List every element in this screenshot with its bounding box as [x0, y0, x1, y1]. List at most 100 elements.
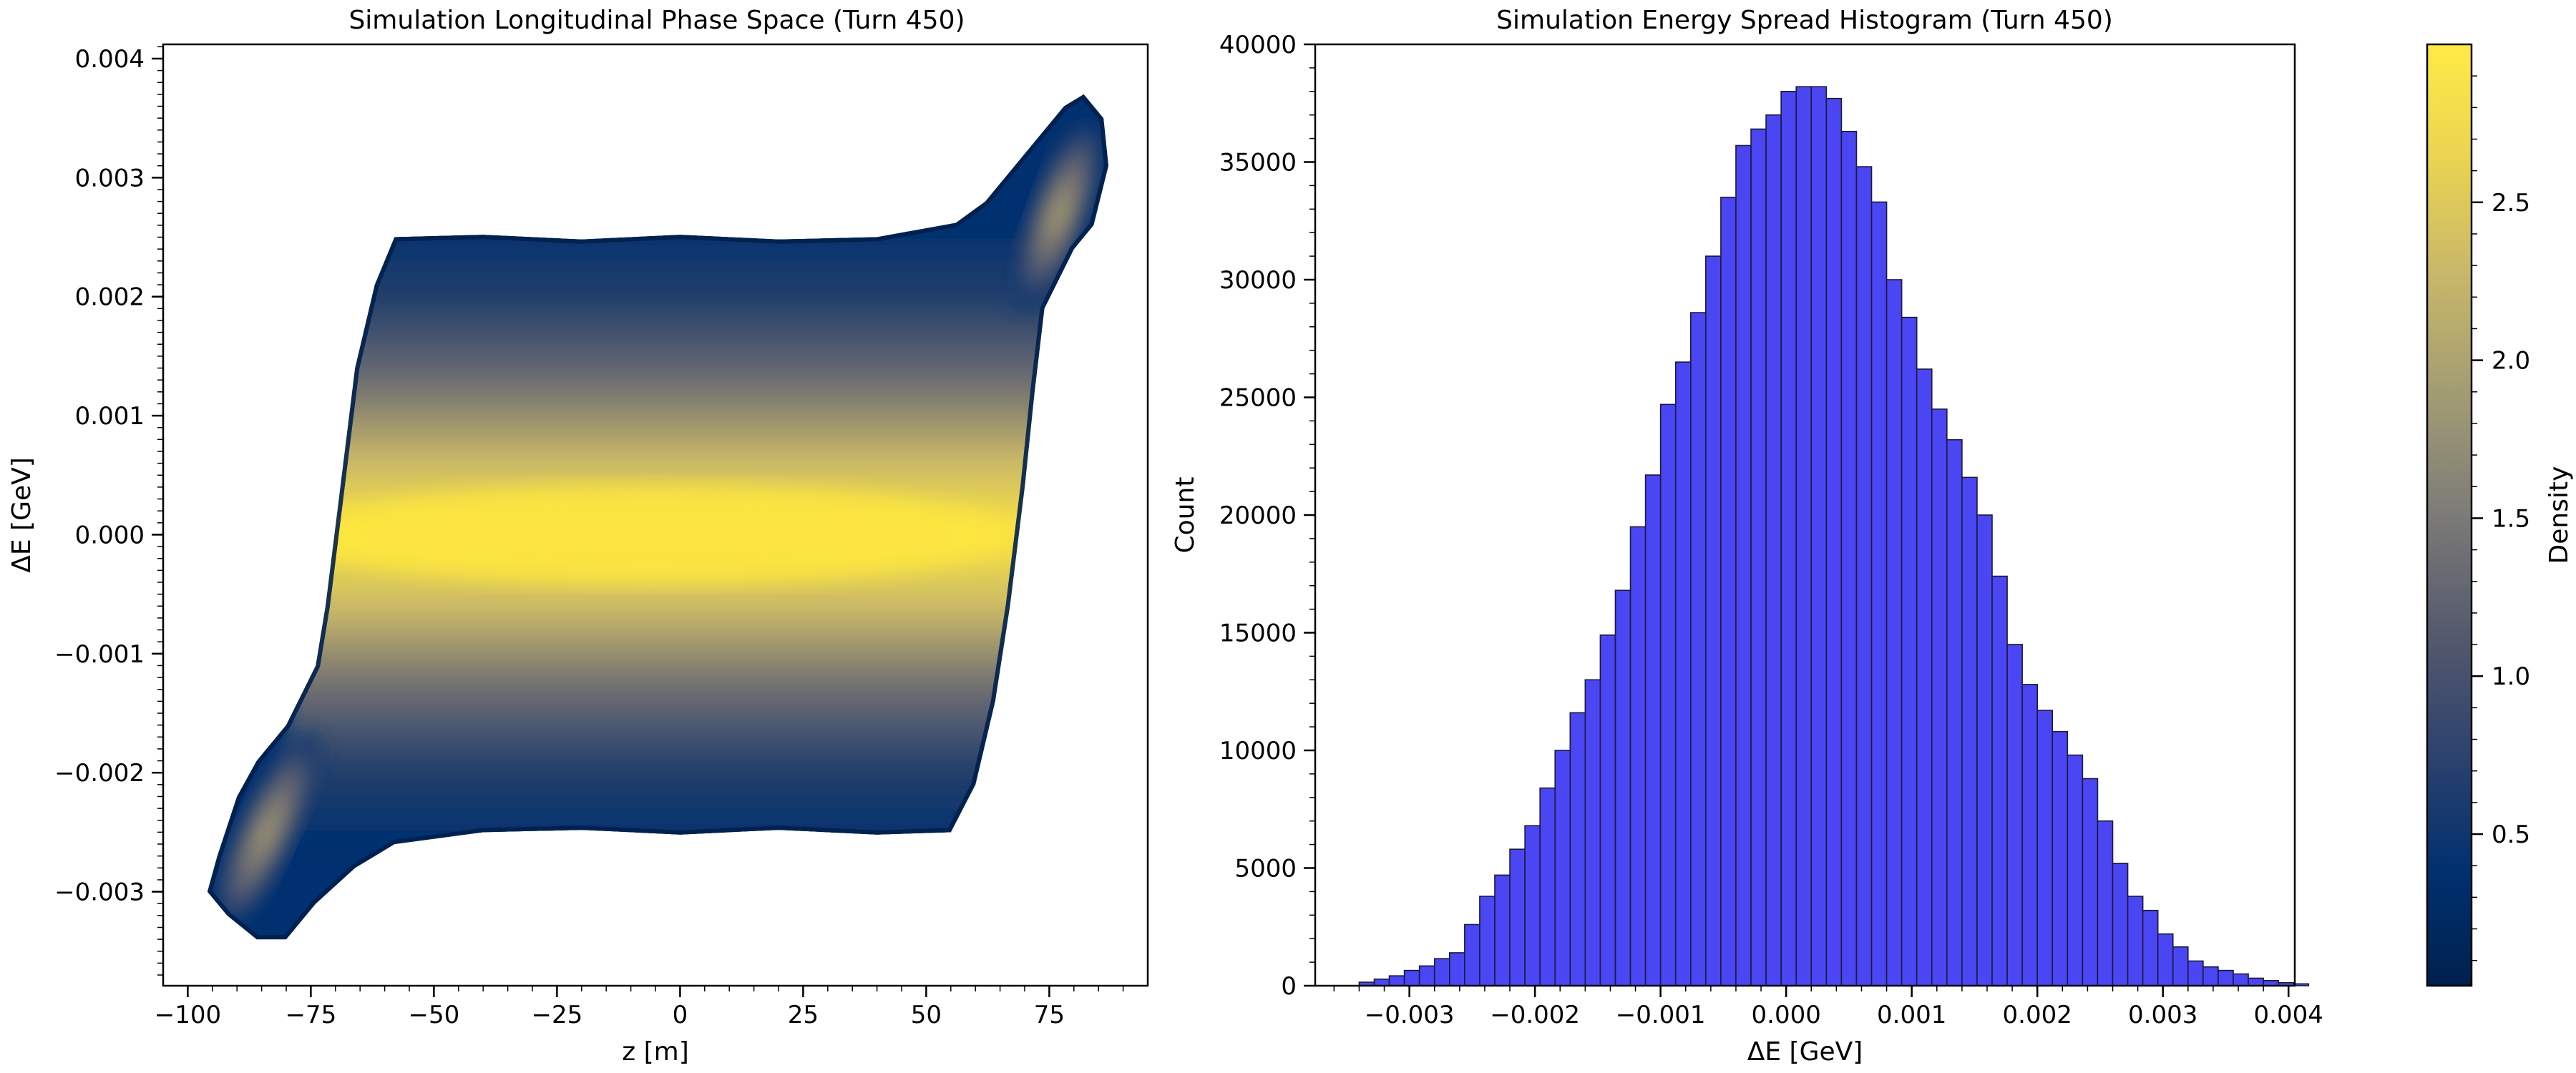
histogram-bar	[1946, 438, 1963, 986]
histogram-bar	[1509, 848, 1526, 986]
x-tick-label: 0.000	[1752, 1001, 1821, 1029]
phase-space-x-axis: −100 −75 −50 −25 0 25 50 75	[155, 986, 1124, 1029]
y-tick-label: 0.002	[75, 283, 145, 312]
histogram-bar	[1961, 476, 1978, 986]
x-tick-label: 0.004	[2254, 1001, 2323, 1029]
x-tick-label: 0	[673, 1001, 688, 1029]
histogram-bar	[1840, 130, 1858, 986]
histogram-bar	[1388, 975, 1405, 986]
histogram-x-axis: −0.003 −0.002 −0.001 0.000 0.001 0.002 0.003 0.…	[1333, 986, 2323, 1029]
histogram-bar	[1644, 474, 1662, 986]
histogram-bar	[1614, 589, 1631, 986]
histogram-x-label: ΔE [GeV]	[1747, 1037, 1863, 1067]
phase-space-y-axis: −0.003 −0.002 −0.001 0.000 0.001 0.002 0.003 0.…	[54, 45, 163, 976]
histogram-bar	[1735, 144, 1752, 986]
histogram-bar	[2187, 960, 2204, 986]
x-tick-label: 75	[1034, 1001, 1065, 1029]
x-tick-label: −0.001	[1616, 1001, 1706, 1029]
phase-space-x-label: z [m]	[622, 1037, 689, 1067]
histogram-bar	[1464, 923, 1480, 986]
histogram-bar	[1403, 969, 1420, 986]
histogram-bar	[2233, 973, 2249, 986]
histogram-bar	[2293, 983, 2310, 986]
y-tick-label: 0	[1281, 972, 1297, 1001]
y-tick-label: −0.001	[54, 640, 145, 669]
histogram-bar	[2097, 820, 2114, 986]
histogram-bar	[2021, 684, 2038, 986]
histogram-bar	[2051, 730, 2069, 986]
histogram-bar	[1870, 201, 1888, 986]
colorbar-tick-label: 1.0	[2492, 662, 2530, 691]
histogram-bar	[1795, 86, 1813, 986]
y-tick-label: 0.003	[75, 164, 145, 192]
x-tick-label: −50	[409, 1001, 460, 1029]
y-tick-label: 15000	[1219, 619, 1297, 648]
histogram-bar	[1885, 279, 1903, 986]
y-tick-label: 10000	[1219, 737, 1297, 765]
x-tick-label: −0.002	[1490, 1001, 1580, 1029]
histogram-bar	[1976, 514, 1993, 986]
histogram-bar	[1494, 874, 1511, 986]
y-tick-label: 40000	[1219, 31, 1297, 59]
phase-space-title: Simulation Longitudinal Phase Space (Tur…	[348, 6, 965, 35]
histogram-bar	[1825, 97, 1843, 986]
histogram-bar	[1539, 787, 1556, 986]
histogram-bar	[1705, 255, 1722, 986]
histogram-bar	[1916, 368, 1933, 986]
x-tick-label: −25	[532, 1001, 583, 1029]
histogram-bar	[2218, 969, 2234, 986]
histogram-bar	[2127, 896, 2144, 986]
histogram-bar	[1418, 965, 1435, 986]
phase-space-panel: Simulation Longitudinal Phase Space (Tur…	[7, 6, 1149, 1067]
histogram-panel: Simulation Energy Spread Histogram (Turn…	[1171, 6, 2323, 1067]
histogram-bar	[1479, 896, 1496, 986]
histogram-bar	[2157, 933, 2174, 986]
histogram-bar	[1689, 312, 1707, 986]
histogram-bar	[1554, 750, 1571, 986]
histogram-bar	[1433, 958, 1450, 986]
histogram-bar	[1659, 403, 1677, 986]
histogram-bar	[1901, 316, 1918, 986]
y-tick-label: 0.004	[75, 45, 145, 74]
histogram-bar	[1629, 526, 1646, 986]
colorbar-tick-label: 2.0	[2492, 347, 2530, 376]
histogram-bar	[2172, 946, 2189, 986]
y-tick-label: 0.000	[75, 521, 145, 549]
colorbar-ticks: 0.5 1.0 1.5 2.0 2.5	[2472, 75, 2530, 961]
histogram-bar	[2248, 977, 2264, 986]
histogram-bar	[1720, 197, 1737, 986]
y-tick-label: 35000	[1219, 149, 1297, 177]
phase-space-y-label: ΔE [GeV]	[7, 457, 36, 573]
x-tick-label: −0.003	[1365, 1001, 1455, 1029]
x-tick-label: 50	[911, 1001, 942, 1029]
histogram-bar	[2006, 644, 2023, 986]
x-tick-label: 0.003	[2128, 1001, 2197, 1029]
histogram-bar	[2036, 710, 2054, 986]
histogram-bar	[1810, 86, 1828, 986]
histogram-title: Simulation Energy Spread Histogram (Turn…	[1496, 6, 2113, 35]
histogram-bar	[1584, 679, 1601, 986]
y-tick-label: −0.002	[54, 759, 145, 788]
x-tick-label: 25	[788, 1001, 819, 1029]
y-tick-label: 30000	[1219, 266, 1297, 295]
histogram-bars	[1358, 86, 2310, 986]
colorbar-gradient	[2426, 43, 2473, 987]
histogram-bar	[1569, 712, 1586, 986]
x-tick-label: −100	[155, 1001, 221, 1029]
y-tick-label: 0.001	[75, 402, 145, 431]
y-tick-label: 20000	[1219, 501, 1297, 530]
density-fill	[207, 94, 1108, 940]
histogram-bar	[1931, 408, 1948, 986]
histogram-bar	[1524, 825, 1541, 986]
histogram-bar	[1373, 978, 1390, 986]
colorbar: 0.5 1.0 1.5 2.0 2.5 Density	[2426, 43, 2574, 987]
y-tick-label: −0.003	[54, 878, 145, 907]
histogram-bar	[1855, 166, 1873, 986]
colorbar-tick-label: 2.5	[2492, 189, 2530, 217]
x-tick-label: 0.001	[1877, 1001, 1946, 1029]
histogram-bar	[2082, 778, 2099, 986]
colorbar-tick-label: 0.5	[2492, 820, 2530, 849]
phase-space-density	[207, 94, 1108, 940]
histogram-bar	[1765, 114, 1782, 986]
